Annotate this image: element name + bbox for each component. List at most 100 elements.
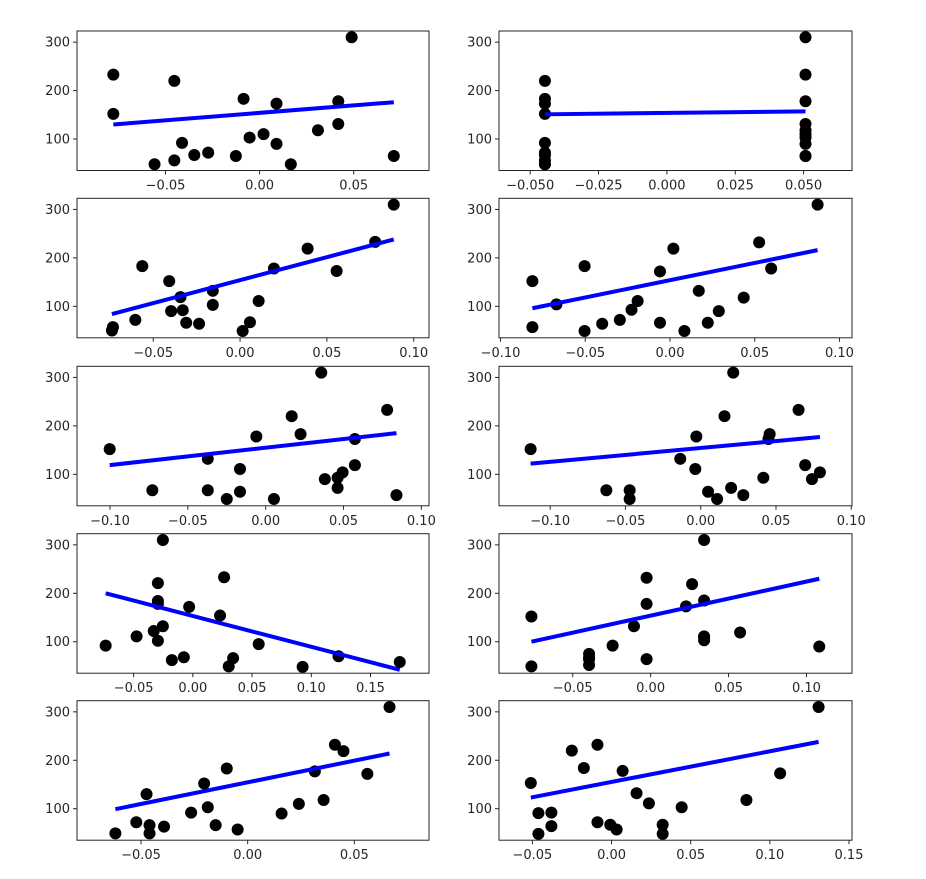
subplot-4: −0.10 −0.05 0.00 0.05 0.10 100 200 300 (467, 197, 854, 361)
data-point (686, 578, 699, 591)
subplot-7: −0.05 0.00 0.05 0.10 0.15 100 200 300 (45, 533, 430, 696)
data-point (578, 325, 591, 338)
data-point (156, 533, 169, 546)
axes-frame (498, 533, 853, 674)
data-point (725, 481, 738, 494)
data-point (311, 124, 324, 137)
data-point (198, 777, 211, 790)
data-point (332, 95, 345, 108)
y-tick-label: 200 (467, 84, 492, 99)
data-point (243, 316, 256, 329)
data-point (625, 303, 638, 316)
regression-line (109, 431, 397, 468)
x-tick-label: 0.00 (636, 681, 665, 696)
x-tick-label: 0.10 (407, 514, 436, 529)
data-point (799, 459, 812, 472)
data-point (799, 68, 812, 81)
data-point (345, 31, 358, 44)
data-point (740, 793, 753, 806)
subplot-10: −0.05 0.00 0.05 0.10 0.15 100 200 300 (467, 700, 863, 863)
x-tick-label: −0.05 (168, 514, 208, 529)
regression-line (105, 591, 401, 672)
data-point (524, 777, 537, 790)
data-point (630, 787, 643, 800)
data-point (315, 366, 328, 379)
data-point (799, 137, 812, 150)
data-point (591, 738, 604, 751)
plot-area (524, 366, 826, 506)
y-tick-label: 100 (45, 133, 70, 148)
data-point (623, 484, 636, 497)
data-point (596, 317, 609, 330)
y-tick-label: 300 (467, 538, 492, 553)
data-point (270, 137, 283, 150)
data-point (813, 640, 826, 653)
data-point (640, 571, 653, 584)
x-tick-label: 0.05 (714, 681, 743, 696)
data-point (180, 316, 193, 329)
data-point (147, 625, 160, 638)
data-point (774, 767, 787, 780)
x-tick-label: 0.10 (399, 346, 428, 361)
y-tick-label: 100 (45, 468, 70, 483)
data-point (301, 242, 314, 255)
data-point (532, 827, 545, 840)
regression-line (111, 237, 395, 316)
plot-area (526, 198, 824, 338)
x-tick-label: 0.00 (656, 346, 685, 361)
data-point (156, 620, 169, 633)
y-tick-label: 200 (45, 419, 70, 434)
data-point (606, 639, 619, 652)
data-point (214, 609, 227, 622)
data-point (318, 473, 331, 486)
data-point (532, 807, 545, 820)
data-point (538, 158, 551, 171)
y-tick-label: 100 (45, 635, 70, 650)
data-point (201, 484, 214, 497)
data-point (168, 74, 181, 87)
data-point (642, 797, 655, 810)
x-tick-label: 0.10 (792, 681, 821, 696)
data-point (390, 489, 403, 502)
x-tick-label: −0.05 (606, 514, 646, 529)
x-tick-label: 0.05 (329, 514, 358, 529)
data-point (734, 626, 747, 639)
data-point (387, 198, 400, 211)
x-tick-label: −0.050 (506, 179, 554, 194)
y-tick-label: 200 (467, 587, 492, 602)
x-tick-label: −0.05 (565, 346, 605, 361)
subplot-1: −0.05 0.00 0.05 100 200 300 (45, 30, 430, 194)
x-tick-label: −0.05 (121, 848, 161, 863)
data-point (136, 260, 149, 273)
data-point (185, 806, 198, 819)
data-point (201, 801, 214, 814)
data-point (565, 744, 578, 757)
data-point (799, 95, 812, 108)
data-point (257, 128, 270, 141)
y-tick-label: 100 (467, 133, 492, 148)
data-point (229, 149, 242, 162)
x-tick-label: 0.00 (245, 179, 274, 194)
data-point (165, 305, 178, 318)
data-point (317, 793, 330, 806)
data-point (702, 485, 715, 498)
x-tick-label: 0.025 (717, 179, 754, 194)
axes-frame (498, 197, 853, 339)
x-tick-label: 0.10 (837, 514, 866, 529)
data-point (712, 305, 725, 318)
x-tick-label: −0.05 (114, 681, 154, 696)
axes-frame (76, 533, 430, 674)
data-point (698, 630, 711, 643)
data-point (525, 660, 538, 673)
y-tick-label: 100 (467, 300, 492, 315)
x-tick-label: −0.05 (553, 681, 593, 696)
data-point (711, 493, 724, 506)
y-tick-label: 300 (45, 371, 70, 386)
data-point (692, 284, 705, 297)
data-point (667, 242, 680, 255)
data-point (252, 294, 265, 307)
data-point (656, 827, 669, 840)
data-point (678, 325, 691, 338)
data-point (805, 473, 818, 486)
